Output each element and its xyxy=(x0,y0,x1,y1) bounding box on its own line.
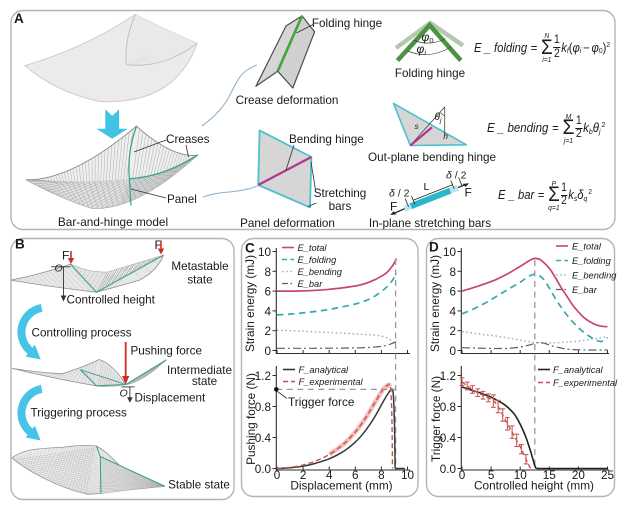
svg-text:2: 2 xyxy=(300,469,307,482)
svg-text:Pushing force (N): Pushing force (N) xyxy=(244,373,258,465)
svg-text:10: 10 xyxy=(443,246,457,259)
svg-text:F: F xyxy=(465,186,472,200)
svg-text:θj: θj xyxy=(435,112,442,125)
svg-text:Stretching: Stretching xyxy=(314,187,367,200)
svg-text:Triggering process: Triggering process xyxy=(31,407,128,420)
svg-text:E_bar: E_bar xyxy=(572,285,598,295)
svg-text:Out-plane bending hinge: Out-plane bending hinge xyxy=(368,151,496,164)
svg-text:In-plane stretching bars: In-plane stretching bars xyxy=(369,217,491,230)
svg-text:φ0: φ0 xyxy=(422,30,434,45)
svg-text:0.0: 0.0 xyxy=(255,463,272,476)
svg-text:Folding hinge: Folding hinge xyxy=(395,67,465,80)
svg-text:E_bending: E_bending xyxy=(572,271,617,281)
svg-text:0.8: 0.8 xyxy=(255,401,271,414)
svg-text:F: F xyxy=(155,238,162,252)
svg-text:φi: φi xyxy=(417,42,427,57)
svg-text:Displacement (mm): Displacement (mm) xyxy=(290,479,392,493)
svg-text:20: 20 xyxy=(572,469,586,482)
svg-text:E_folding: E_folding xyxy=(572,256,612,266)
svg-text:Strain energy (mJ): Strain energy (mJ) xyxy=(428,255,442,352)
svg-text:25: 25 xyxy=(601,469,615,482)
svg-text:Bending hinge: Bending hinge xyxy=(289,133,364,146)
svg-text:L: L xyxy=(424,181,430,193)
svg-text:B: B xyxy=(15,237,25,252)
svg-text:15: 15 xyxy=(543,469,557,482)
svg-text:A: A xyxy=(14,11,24,26)
svg-text:Displacement: Displacement xyxy=(135,392,207,405)
svg-text:0.4: 0.4 xyxy=(440,432,457,445)
svg-text:F_analytical: F_analytical xyxy=(553,365,604,375)
svg-text:4: 4 xyxy=(264,305,271,318)
svg-text:0: 0 xyxy=(449,345,456,358)
svg-text:6: 6 xyxy=(449,286,456,299)
svg-text:Pushing force: Pushing force xyxy=(131,345,202,358)
svg-text:8: 8 xyxy=(449,266,456,279)
svg-text:F: F xyxy=(390,200,397,214)
svg-text:Controlling process: Controlling process xyxy=(32,327,132,340)
svg-text:2: 2 xyxy=(449,325,456,338)
svg-text:Strain energy (mJ): Strain energy (mJ) xyxy=(243,255,257,352)
svg-text:C: C xyxy=(245,241,255,256)
svg-text:Trigger force (N): Trigger force (N) xyxy=(429,376,443,462)
svg-text:E_total: E_total xyxy=(572,242,602,252)
svg-text:D: D xyxy=(429,240,439,255)
svg-text:10: 10 xyxy=(401,469,415,482)
svg-text:F_experimental: F_experimental xyxy=(553,378,618,388)
svg-text:F_experimental: F_experimental xyxy=(299,377,364,387)
svg-text:Crease deformation: Crease deformation xyxy=(236,94,339,107)
svg-text:1.2: 1.2 xyxy=(440,370,456,383)
svg-text:s: s xyxy=(415,121,420,131)
svg-text:Folding hinge: Folding hinge xyxy=(312,17,382,30)
svg-text:0: 0 xyxy=(264,345,271,358)
svg-text:Bar-and-hinge model: Bar-and-hinge model xyxy=(58,215,168,229)
svg-text:O: O xyxy=(55,263,63,275)
svg-text:0.8: 0.8 xyxy=(440,401,456,414)
svg-text:F: F xyxy=(62,249,69,263)
svg-text:0.4: 0.4 xyxy=(255,432,272,445)
svg-text:E_bending: E_bending xyxy=(298,267,343,277)
svg-text:6: 6 xyxy=(352,469,359,482)
svg-text:state: state xyxy=(192,375,217,388)
svg-text:Stable state: Stable state xyxy=(168,479,230,492)
svg-text:1.2: 1.2 xyxy=(255,370,271,383)
svg-text:8: 8 xyxy=(264,266,271,279)
svg-text:0: 0 xyxy=(459,469,466,482)
svg-text:0: 0 xyxy=(274,469,281,482)
svg-text:Trigger force: Trigger force xyxy=(288,395,355,409)
svg-text:10: 10 xyxy=(258,246,272,259)
svg-text:E_total: E_total xyxy=(298,243,328,253)
svg-text:O: O xyxy=(120,388,128,400)
svg-text:E_folding: E_folding xyxy=(298,255,338,265)
svg-text:2: 2 xyxy=(264,325,271,338)
svg-text:8: 8 xyxy=(378,469,385,482)
svg-text:Metastable: Metastable xyxy=(171,260,228,273)
svg-text:5: 5 xyxy=(488,469,495,482)
svg-text:δ / 2: δ / 2 xyxy=(446,170,467,182)
svg-text:Intermediate: Intermediate xyxy=(167,364,232,377)
svg-text:6: 6 xyxy=(264,286,271,299)
svg-text:Controlled height (mm): Controlled height (mm) xyxy=(474,479,594,493)
svg-text:state: state xyxy=(187,274,212,287)
svg-text:4: 4 xyxy=(449,305,456,318)
svg-text:Controlled height: Controlled height xyxy=(67,294,156,307)
svg-text:10: 10 xyxy=(514,469,528,482)
svg-text:Creases: Creases xyxy=(166,133,210,146)
svg-text:Panel: Panel xyxy=(167,193,197,206)
svg-text:E_bar: E_bar xyxy=(298,279,324,289)
svg-text:δ / 2: δ / 2 xyxy=(389,188,410,200)
svg-text:F_analytical: F_analytical xyxy=(299,365,350,375)
svg-text:h: h xyxy=(443,131,448,141)
svg-text:0.0: 0.0 xyxy=(440,463,457,476)
svg-text:4: 4 xyxy=(326,469,333,482)
svg-text:bars: bars xyxy=(329,200,352,213)
svg-text:Panel deformation: Panel deformation xyxy=(240,217,335,230)
